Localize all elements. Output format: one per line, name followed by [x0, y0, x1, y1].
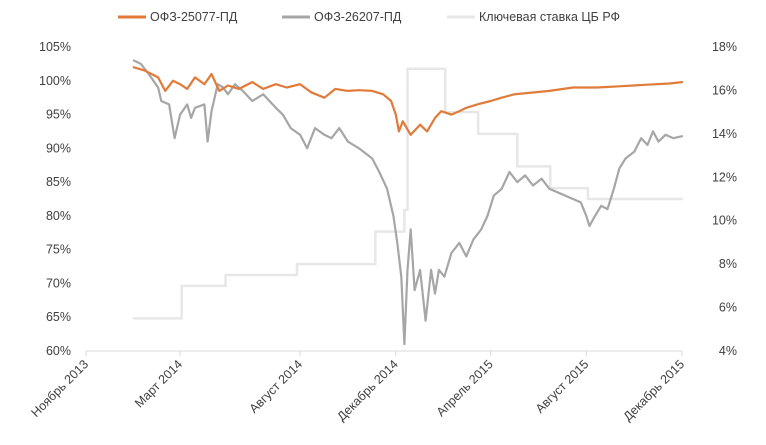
legend-item-ofz-26207: ОФЗ-26207-ПД — [282, 10, 402, 24]
y-right-tick-label: 8% — [719, 257, 737, 271]
x-tick-label: Ноябрь 2013 — [28, 357, 91, 420]
y-axis-right-ticks: 18% 16% 14% 12% 10% 8% 6% 4% — [712, 40, 737, 358]
x-tick-label: Март 2014 — [132, 357, 185, 410]
y-right-tick-label: 6% — [719, 301, 737, 315]
series-line-key-rate — [132, 67, 684, 320]
x-tick-label: Август 2014 — [247, 357, 306, 416]
y-right-tick-label: 14% — [712, 127, 737, 141]
y-left-tick-label: 80% — [46, 209, 71, 223]
x-axis-ticks: Ноябрь 2013 Март 2014 Август 2014 Декабрь 2… — [28, 351, 687, 424]
y-left-tick-label: 60% — [46, 344, 71, 358]
legend-label-ofz-25077: ОФЗ-25077-ПД — [150, 10, 238, 24]
y-right-tick-label: 4% — [719, 344, 737, 358]
legend-label-key-rate: Ключевая ставка ЦБ РФ — [479, 10, 620, 24]
y-axis-left-ticks: 105% 100% 95% 90% 85% 80% 75% 70% 65% 60% — [39, 40, 71, 358]
y-left-tick-label: 90% — [46, 141, 71, 155]
y-right-tick-label: 18% — [712, 40, 737, 54]
series-line-ofz-26207 — [132, 59, 684, 346]
legend: ОФЗ-25077-ПД ОФЗ-26207-ПД Ключевая ставк… — [118, 10, 620, 24]
legend-label-ofz-26207: ОФЗ-26207-ПД — [314, 10, 402, 24]
y-right-tick-label: 10% — [712, 214, 737, 228]
y-left-tick-label: 65% — [46, 310, 71, 324]
x-tick-label: Декабрь 2015 — [621, 357, 688, 424]
legend-item-ofz-25077: ОФЗ-25077-ПД — [118, 10, 238, 24]
legend-item-key-rate: Ключевая ставка ЦБ РФ — [447, 10, 620, 24]
y-left-tick-label: 95% — [46, 108, 71, 122]
x-tick-label: Август 2015 — [533, 357, 592, 416]
x-tick-label: Декабрь 2014 — [334, 357, 401, 424]
y-right-tick-label: 12% — [712, 170, 737, 184]
y-left-tick-label: 85% — [46, 175, 71, 189]
series-layer — [132, 59, 684, 346]
y-right-tick-label: 16% — [712, 83, 737, 97]
x-tick-label: Апрель 2015 — [434, 357, 496, 419]
series-line-ofz-25077 — [132, 66, 684, 136]
y-left-tick-label: 70% — [46, 276, 71, 290]
y-left-tick-label: 100% — [39, 74, 71, 88]
y-left-tick-label: 75% — [46, 243, 71, 257]
y-left-tick-label: 105% — [39, 40, 71, 54]
